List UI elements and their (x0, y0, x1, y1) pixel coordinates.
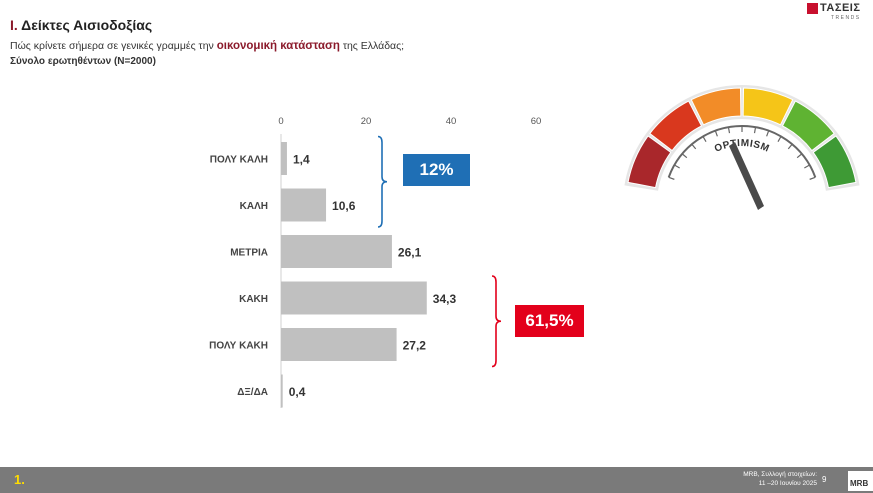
source-line-1: MRB, Συλλογή στοιχείων: (743, 471, 817, 478)
logo-square-icon (807, 3, 818, 14)
category-label: ΜΕΤΡΙΑ (230, 248, 268, 259)
section-number: Ι. (10, 17, 18, 33)
gauge-tick (681, 153, 688, 159)
bar (281, 281, 427, 315)
x-tick-label: 20 (361, 116, 372, 127)
group-bracket (377, 135, 388, 228)
category-label: ΠΟΛΥ ΚΑΚΗ (209, 341, 268, 352)
bar (281, 374, 283, 408)
sample-base: Σύνολο ερωτηθέντων (N=2000) (10, 56, 156, 67)
data-label: 10,6 (332, 199, 356, 213)
bar (281, 328, 397, 361)
footer-bar: 1. MRB, Συλλογή στοιχείων: 11 –20 Ιουνίο… (0, 467, 873, 493)
bar (281, 142, 287, 175)
source-line-2: 11 –20 Ιουνίου 2025 (758, 480, 817, 487)
data-label: 34,3 (433, 292, 457, 306)
page-title: Ι. Δείκτες Αισιοδοξίας (10, 17, 152, 33)
bar (281, 235, 392, 268)
gauge-tick (787, 143, 793, 150)
gauge-label-text: OPTIMISM (713, 138, 770, 155)
category-label: ΔΞ/ΔΑ (237, 387, 268, 398)
bar (281, 188, 327, 222)
gauge-tick (691, 143, 697, 150)
category-label: ΚΑΚΗ (239, 294, 268, 305)
negative-total-badge: 61,5% (515, 305, 584, 337)
category-label: ΠΟΛΥ ΚΑΛΗ (210, 155, 268, 166)
page-number: 9 (822, 475, 827, 484)
gauge-tick (674, 164, 680, 169)
data-label: 1,4 (293, 153, 310, 167)
gauge-tick (668, 176, 675, 180)
gauge-tick (702, 136, 707, 142)
gauge-label: OPTIMISM (713, 138, 771, 155)
logo-name: ΤΑΣΕΙΣ (820, 2, 861, 14)
source-note: MRB, Συλλογή στοιχείων: 11 –20 Ιουνίου 2… (743, 470, 817, 488)
gauge-segment (742, 87, 794, 126)
positive-total-badge: 12% (403, 154, 470, 186)
bar-chart: 0 20 40 60 ΠΟΛΥ ΚΑΛΗ 1,4 ΚΑΛΗ 10,6 ΜΕΤΡΙΑ 26,1 ΚΑΚ… (209, 116, 542, 408)
gauge-segment (690, 87, 742, 126)
data-label: 0,4 (289, 385, 306, 399)
x-tick-label: 60 (531, 116, 542, 127)
optimism-gauge-icon: OPTIMISM (624, 84, 860, 210)
gauge-needle (729, 142, 764, 210)
mrb-logo: MRB (848, 471, 873, 491)
question-highlight: οικονομική κατάσταση (216, 40, 340, 52)
section-title: Δείκτες Αισιοδοξίας (21, 17, 153, 33)
x-tick-label: 40 (446, 116, 457, 127)
gauge-segment (627, 135, 672, 189)
mrb-logo-text: MRB (850, 479, 869, 488)
gauge-tick (727, 127, 731, 134)
gauge-tick (777, 136, 782, 142)
survey-question: Πώς κρίνετε σήμερα σε γενικές γραμμές τη… (10, 40, 404, 52)
gauge-segment (649, 100, 703, 152)
logo-sub: TRENDS (831, 15, 861, 21)
question-text-post: της Ελλάδας; (339, 40, 405, 52)
gauge-tick (804, 164, 810, 169)
data-label: 26,1 (398, 246, 422, 260)
x-tick-label: 0 (278, 116, 283, 127)
gauge-tick (809, 176, 816, 180)
slide-number: 1. (14, 472, 25, 487)
question-text-pre: Πώς κρίνετε σήμερα σε γενικές γραμμές τη… (10, 40, 217, 52)
tasis-logo: ΤΑΣΕΙΣ TRENDS (807, 2, 869, 23)
gauge-tick (796, 153, 803, 159)
gauge-tick (766, 130, 770, 137)
gauge-tick (753, 127, 757, 134)
group-bracket (491, 275, 502, 368)
gauge-segment (781, 100, 835, 152)
gauge-segment (812, 135, 857, 189)
gauge-tick (714, 130, 718, 137)
category-label: ΚΑΛΗ (240, 201, 268, 212)
data-label: 27,2 (403, 339, 427, 353)
